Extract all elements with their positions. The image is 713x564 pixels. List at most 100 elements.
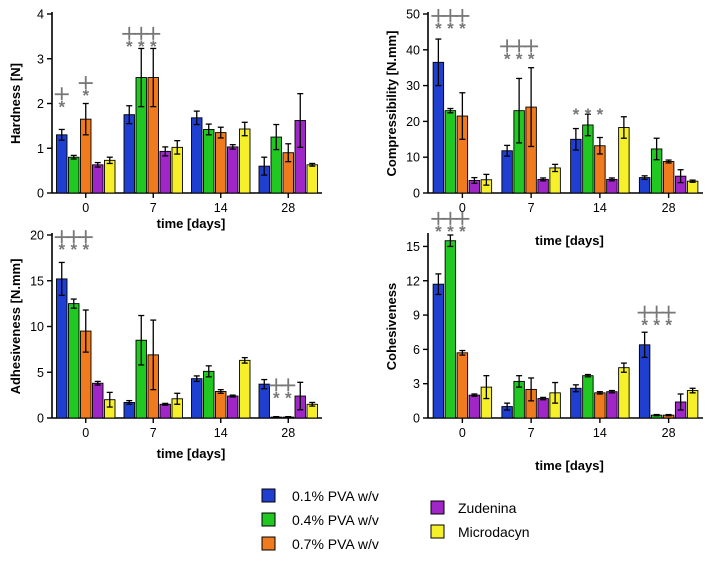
significance-star: * [126,37,133,56]
y-tick-label: 5 [37,366,44,380]
bar [56,134,68,194]
legend-item-2: 0.7% PVA w/v [261,536,379,552]
y-axis-title: Cohesiveness [384,283,399,370]
y-tick-label: 0 [37,187,44,201]
bar [227,146,239,194]
significance-star: * [70,240,77,259]
legend-swatch-3 [430,500,445,515]
significance-star: * [58,97,65,116]
bar [215,132,227,194]
significance-star: * [528,49,535,68]
x-axis-title: time [days] [157,446,226,461]
legend-swatch-4 [430,524,445,539]
y-tick-label: 2 [37,97,44,111]
significance-star: * [435,19,442,38]
y-tick-label: 0 [413,412,420,426]
bar [215,391,227,419]
y-tick-label: 0 [413,187,420,201]
y-tick-label: 30 [406,79,420,93]
significance-star: * [82,86,89,105]
x-tick-label: 28 [281,201,295,215]
significance-star: * [273,388,280,407]
bar [537,398,549,419]
significance-star: * [447,222,454,241]
y-tick-label: 1 [37,142,44,156]
significance-star: * [573,105,580,124]
significance-star: * [447,19,454,38]
y-tick-label: 40 [406,43,420,57]
x-tick-label: 28 [281,426,295,440]
legend-label-4: Microdacyn [458,524,530,540]
bar [306,164,318,194]
bar [123,114,135,194]
significance-star: * [585,105,592,124]
bar [686,180,699,194]
y-axis-title: Compressibility [N.mm] [384,31,399,177]
significance-star: * [435,222,442,241]
y-axis-title: Adhesiveness [N.mm] [8,259,23,395]
y-tick-label: 10 [30,320,44,334]
x-tick-label: 7 [150,426,157,440]
x-axis-title: time [days] [157,216,226,231]
bar [92,164,104,194]
x-tick-label: 7 [528,201,535,215]
legend-item-3: Zudenina [430,500,517,516]
y-tick-label: 15 [30,274,44,288]
x-tick-label: 7 [150,201,157,215]
x-tick-label: 28 [662,201,676,215]
x-tick-label: 14 [214,426,228,440]
x-tick-label: 0 [82,201,89,215]
y-tick-label: 4 [37,8,44,22]
x-tick-label: 28 [662,426,676,440]
significance-star: * [641,316,648,335]
legend-label-3: Zudenina [458,500,517,516]
bar [444,110,457,194]
significance-star: * [138,37,145,56]
bar [159,403,171,419]
y-tick-label: 12 [406,274,420,288]
bar [56,278,68,419]
significance-star: * [653,316,660,335]
y-tick-label: 3 [37,52,44,66]
significance-star: * [504,49,511,68]
legend-label-2: 0.7% PVA w/v [292,536,379,552]
significance-star: * [150,37,157,56]
legend-label-1: 0.4% PVA w/v [292,512,379,528]
bar [618,367,630,419]
bar [570,387,582,419]
chart-panel-1: 0 10 20 30 40 50 0 7 14 28 time [days] Compressibil… [384,8,703,248]
legend-swatch-0 [261,488,276,503]
x-tick-label: 7 [528,426,535,440]
bar [92,382,104,419]
bar [444,240,457,419]
y-tick-label: 3 [413,377,420,391]
x-tick-label: 14 [593,201,607,215]
y-tick-label: 20 [406,115,420,129]
significance-star: * [665,316,672,335]
bar [432,283,445,419]
bar [468,394,481,419]
bar [662,161,675,194]
bar [501,150,513,194]
bar [68,303,80,419]
y-tick-label: 50 [406,8,420,22]
legend: 0.1% PVA w/v 0.4% PVA w/v 0.7% PVA w/v Z… [261,488,530,552]
bar [227,395,239,419]
bar [456,352,469,419]
significance-star: * [58,240,65,259]
x-axis-title: time [days] [535,233,604,248]
significance-star: * [82,240,89,259]
x-tick-label: 14 [593,426,607,440]
legend-swatch-1 [261,512,276,527]
bar [104,159,116,194]
bar [203,129,215,194]
x-tick-label: 14 [214,201,228,215]
bar [686,390,699,419]
bar [159,150,171,194]
significance-star: * [459,222,466,241]
x-tick-label: 0 [459,426,466,440]
y-tick-label: 10 [406,151,420,165]
significance-star: * [516,49,523,68]
y-tick-label: 15 [406,240,420,254]
bar [68,156,80,194]
